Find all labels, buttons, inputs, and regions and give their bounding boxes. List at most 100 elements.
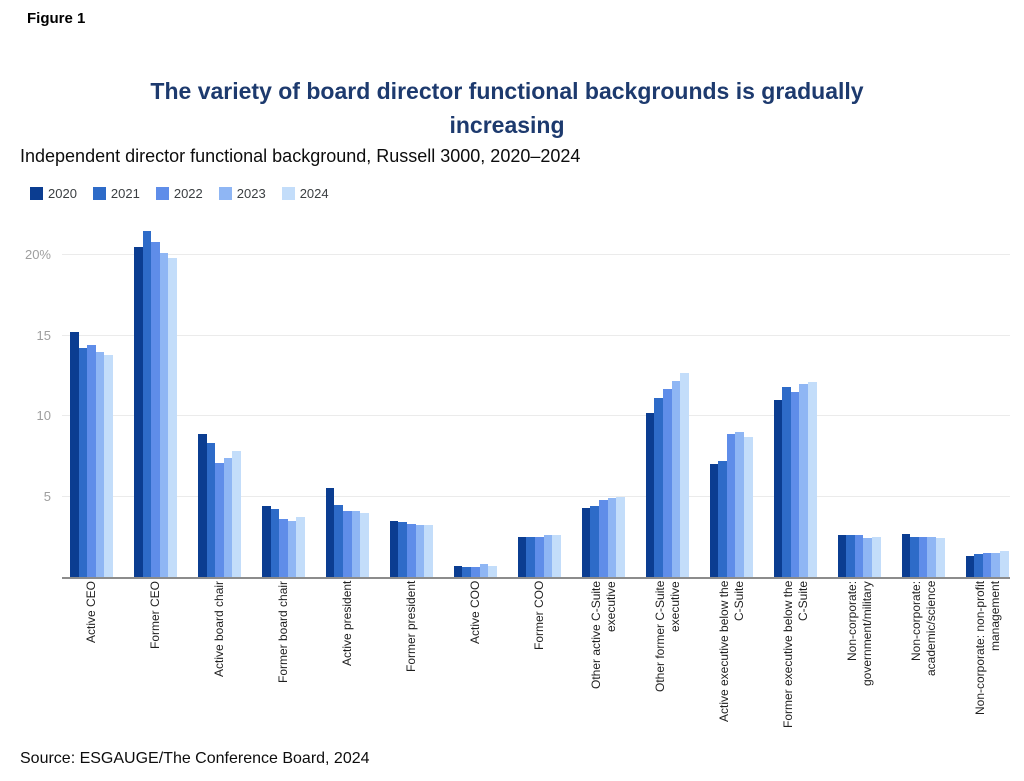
x-label-cell: Active president <box>326 581 369 741</box>
chart-bar <box>197 433 207 577</box>
chart-bar <box>223 457 233 577</box>
chart-bar <box>351 511 361 577</box>
bar-group <box>70 332 113 577</box>
chart-bar <box>799 383 809 577</box>
bar-groups <box>70 230 1009 577</box>
x-label-cell: Former COO <box>518 581 561 741</box>
y-axis-tick: 10 <box>36 408 51 423</box>
bar-group <box>901 533 945 577</box>
x-axis-label: Other former C-Suite executive <box>652 581 682 693</box>
chart-bar <box>607 498 617 577</box>
x-label-cell: Other active C-Suite executive <box>582 581 625 741</box>
chart-bar <box>837 535 847 577</box>
chart-bar <box>462 567 471 577</box>
chart-bar <box>343 511 352 577</box>
chart-bar <box>215 462 224 577</box>
chart-bar <box>726 433 736 577</box>
chart-bar <box>296 517 305 577</box>
chart-bar <box>999 551 1009 577</box>
chart-bar <box>901 533 911 577</box>
x-label-cell: Former executive below the C-Suite <box>774 581 817 741</box>
figure-label: Figure 1 <box>27 10 86 27</box>
x-axis-label: Former executive below the C-Suite <box>780 581 810 729</box>
bar-group <box>581 496 625 577</box>
x-axis-label: Former board chair <box>276 581 290 684</box>
chart-bar <box>142 230 152 577</box>
source-note: Source: ESGAUGE/The Conference Board, 20… <box>20 750 370 767</box>
chart-bar <box>287 520 297 577</box>
chart-bar <box>581 507 591 577</box>
chart-bar <box>910 536 919 577</box>
bar-group <box>837 535 881 577</box>
chart-bar <box>982 552 992 577</box>
x-label-cell: Active board chair <box>198 581 241 741</box>
bar-group <box>261 506 305 577</box>
x-label-cell: Active COO <box>454 581 497 741</box>
x-axis-label: Active CEO <box>84 581 98 644</box>
x-axis-label: Active executive below the C-Suite <box>716 581 746 723</box>
legend-swatch <box>218 187 232 200</box>
chart-bar <box>133 246 143 577</box>
chart-bar <box>206 443 216 577</box>
chart-bar <box>854 535 864 577</box>
chart-bar <box>398 522 408 577</box>
legend-label: 2023 <box>236 186 266 201</box>
chart-bar <box>389 520 399 577</box>
chart-bar <box>654 398 663 577</box>
chart-bar <box>407 523 416 577</box>
legend-swatch <box>30 187 43 200</box>
x-axis-label: Non-corporate: non-profit management <box>972 581 1002 716</box>
chart-bar <box>543 535 553 577</box>
bar-group <box>453 564 497 577</box>
chart-bar <box>261 506 271 577</box>
chart-bar <box>488 565 497 577</box>
chart-bar <box>782 387 791 577</box>
chart-bar <box>471 567 480 577</box>
chart-bar <box>808 382 817 577</box>
chart-bar <box>918 536 928 577</box>
chart-bar <box>718 461 727 577</box>
chart-bar <box>232 451 241 577</box>
x-axis-label: Active COO <box>468 581 482 645</box>
gridline <box>62 254 1010 255</box>
chart-bar <box>790 391 800 577</box>
plot-area <box>62 230 1010 579</box>
chart-bar <box>735 432 745 577</box>
chart-bar <box>526 536 535 577</box>
chart-bar <box>863 538 872 577</box>
chart-bar <box>453 565 463 577</box>
x-label-cell: Former board chair <box>262 581 305 741</box>
legend-label: 2024 <box>299 186 329 201</box>
x-axis-label: Active president <box>340 581 354 667</box>
legend-item-2024: 2024 <box>281 186 329 201</box>
bar-group <box>773 382 817 577</box>
bar-group <box>517 535 561 577</box>
y-axis: 5 10 15 20% <box>0 230 56 577</box>
legend-label: 2022 <box>173 186 203 201</box>
x-axis-label: Other active C-Suite executive <box>588 581 618 690</box>
bar-group <box>389 520 433 577</box>
chart-bar <box>991 552 1000 577</box>
chart-bar <box>645 412 655 577</box>
chart-bar <box>104 354 113 577</box>
gridline <box>62 415 1010 416</box>
chart-bar <box>872 536 881 577</box>
legend-label: 2021 <box>110 186 140 201</box>
x-label-cell: Active CEO <box>70 581 113 741</box>
legend-swatch <box>155 187 169 200</box>
chart-bar <box>78 348 88 577</box>
x-axis-label: Former CEO <box>148 581 162 650</box>
chart-bar <box>151 242 160 577</box>
bar-group <box>133 230 177 577</box>
chart-bar <box>360 512 369 577</box>
bar-group <box>325 488 369 577</box>
x-axis-label: Non-corporate: government/military <box>844 581 874 686</box>
chart-bar <box>517 536 527 577</box>
bar-group <box>645 372 689 577</box>
chart-bar <box>70 332 79 577</box>
chart-bar <box>159 253 169 577</box>
legend-swatch <box>281 187 295 200</box>
legend-label: 2020 <box>48 186 77 201</box>
x-axis-label: Non-corporate: academic/science <box>908 581 938 677</box>
chart-bar <box>168 258 177 577</box>
